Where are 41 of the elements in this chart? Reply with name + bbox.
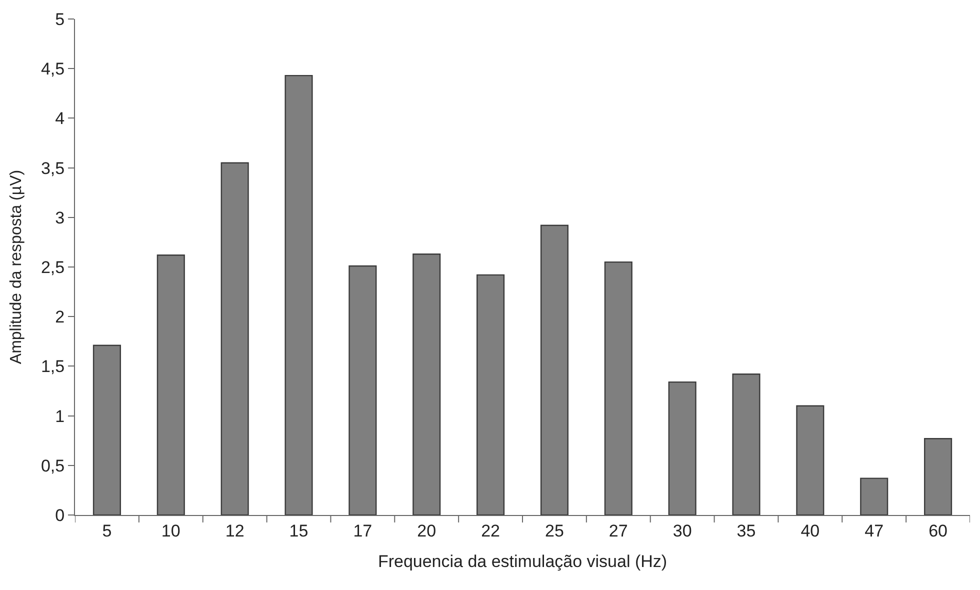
x-tick-label: 22	[481, 521, 500, 540]
y-tick-label: 0	[55, 506, 65, 525]
bar	[476, 274, 505, 515]
y-tick-label: 1,5	[40, 357, 65, 376]
y-tick-label: 2,5	[40, 258, 65, 277]
bar	[732, 374, 760, 515]
x-tick-label: 30	[672, 521, 692, 540]
y-tick-label: 4,5	[40, 60, 65, 79]
x-tick-label: 35	[736, 521, 756, 540]
bar	[796, 405, 824, 515]
x-tick-label: 27	[608, 521, 628, 540]
y-tick-label: 0,5	[40, 456, 65, 476]
bar	[860, 478, 888, 515]
y-axis-title: Amplitude da resposta (µV)	[8, 170, 25, 364]
y-tick-label: 3,5	[40, 158, 65, 178]
y-tick-label: 5	[55, 10, 65, 29]
x-tick-label: 60	[928, 521, 948, 540]
bar	[668, 381, 696, 515]
y-tick-label: 2	[55, 308, 65, 327]
x-tick-label: 12	[225, 521, 244, 540]
bar	[540, 224, 568, 515]
bar	[412, 254, 441, 515]
bar	[348, 265, 377, 515]
x-tick-label: 17	[353, 521, 372, 540]
x-tick-label: 5	[102, 521, 112, 540]
x-tick-label: 15	[289, 521, 308, 540]
bar	[284, 74, 313, 515]
x-axis-title: Frequencia da estimulação visual (Hz)	[378, 552, 668, 571]
bar	[924, 438, 952, 515]
x-tick-label: 40	[800, 521, 820, 540]
x-tick-label: 10	[161, 521, 180, 540]
x-tick-label: 25	[545, 521, 564, 540]
y-tick-label: 3	[55, 208, 65, 228]
y-tick-label: 1	[55, 406, 65, 426]
bar	[220, 162, 249, 515]
bar	[92, 344, 121, 515]
x-tick-label: 47	[864, 521, 884, 540]
y-tick-label: 4	[55, 109, 65, 128]
bar	[156, 254, 185, 515]
bar	[604, 261, 632, 515]
x-tick-label: 20	[417, 521, 436, 540]
